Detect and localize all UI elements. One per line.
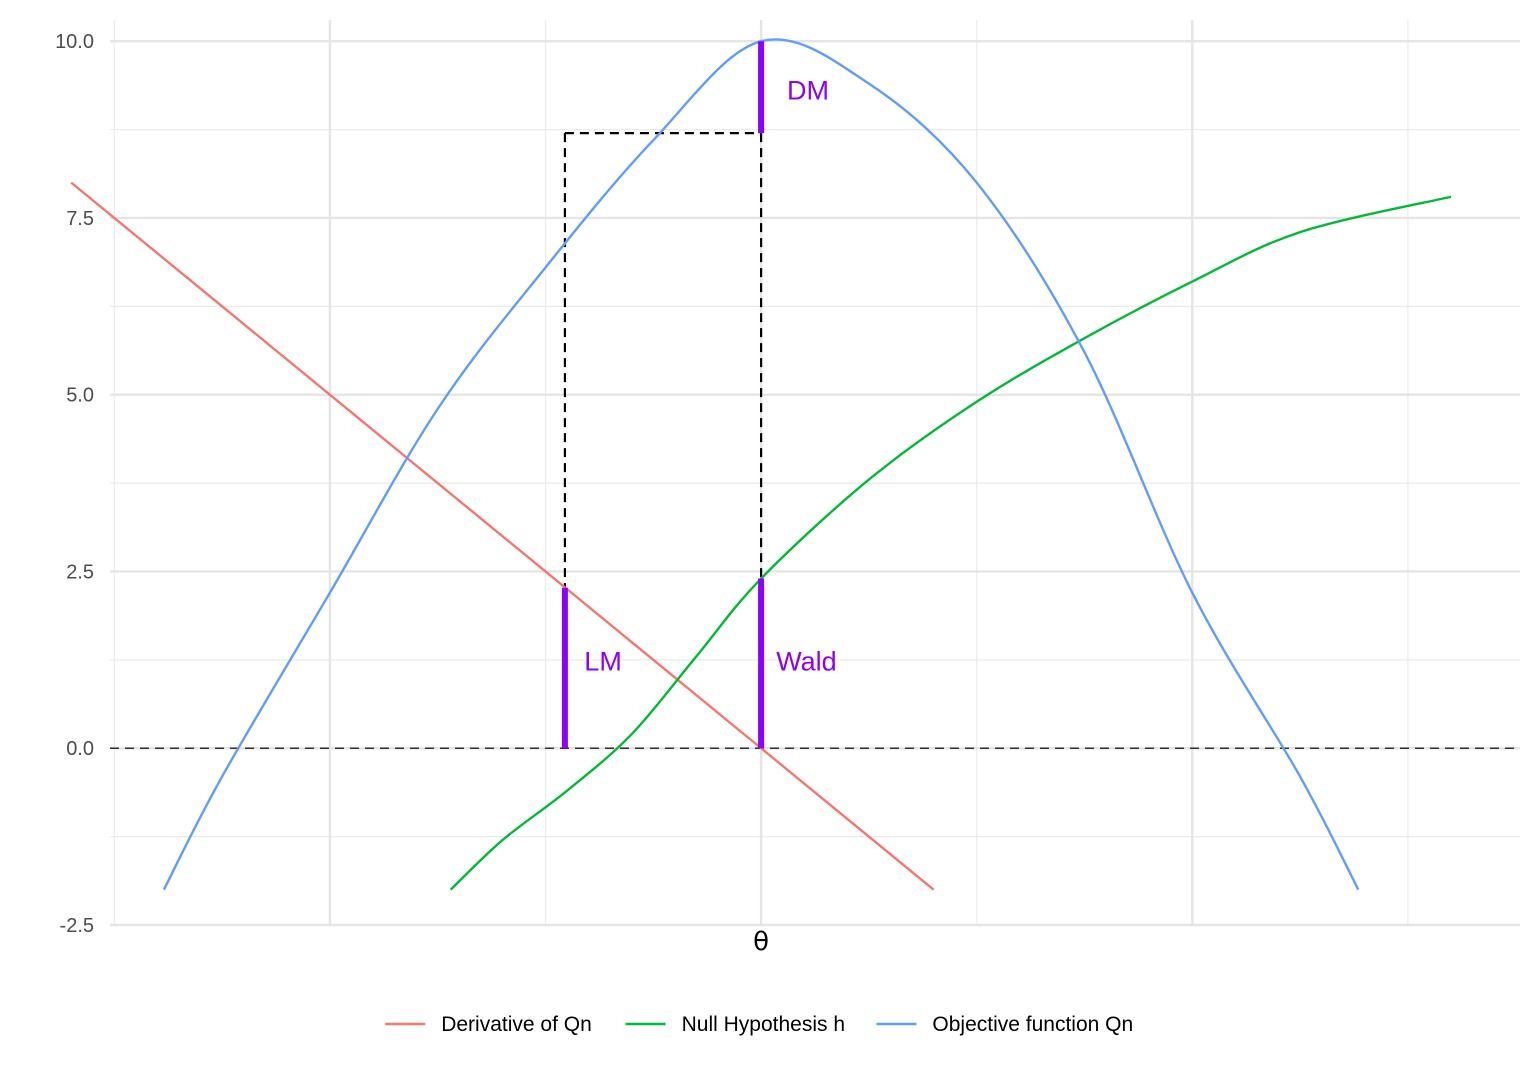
legend: Derivative of Qn Null Hypothesis h Objecti… (385, 1013, 1133, 1036)
dm-label: DM (787, 76, 829, 106)
y-axis-ticks: -2.5 0.0 2.5 5.0 7.5 10.0 (55, 31, 94, 937)
x-axis-title: θ (753, 927, 769, 957)
series-lines (70, 38, 1452, 891)
y-tick-label: 7.5 (66, 208, 94, 230)
series-line-derivative-of-qn (70, 181, 935, 891)
series-line-null-hypothesis-h (449, 195, 1452, 891)
grid (110, 20, 1520, 927)
y-tick-label: -2.5 (60, 915, 94, 937)
stat-segments: DM LM Wald (561, 41, 837, 749)
legend-label-null-hypothesis-h: Null Hypothesis h (682, 1013, 845, 1036)
y-tick-label: 5.0 (66, 385, 94, 407)
y-tick-label: 2.5 (66, 561, 94, 583)
lm-label: LM (584, 646, 622, 676)
series-line-objective-function-qn (162, 38, 1360, 891)
y-tick-label: 0.0 (66, 738, 94, 760)
wald-label: Wald (776, 646, 837, 676)
y-tick-label: 10.0 (55, 31, 94, 53)
legend-label-objective-function-qn: Objective function Qn (932, 1013, 1133, 1036)
legend-label-derivative-of-qn: Derivative of Qn (441, 1013, 592, 1036)
